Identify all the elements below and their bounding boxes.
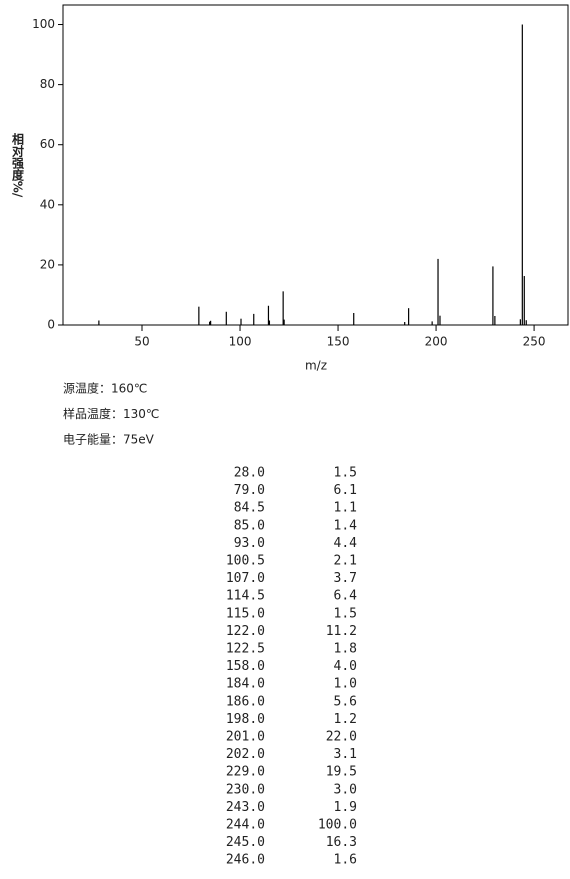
intensity-cell: 4.4 bbox=[334, 536, 358, 551]
intensity-cell: 11.2 bbox=[326, 624, 357, 639]
x-tick-label: 200 bbox=[425, 335, 448, 349]
x-axis-label: m/z bbox=[305, 359, 327, 373]
condition: 样品温度：130℃ bbox=[63, 406, 159, 421]
intensity-cell: 1.8 bbox=[334, 642, 357, 657]
intensity-cell: 5.6 bbox=[334, 694, 357, 709]
intensity-cell: 3.1 bbox=[334, 747, 357, 762]
x-tick-label: 150 bbox=[327, 335, 350, 349]
mz-cell: 202.0 bbox=[226, 747, 265, 762]
y-tick-label: 40 bbox=[40, 197, 55, 211]
plot-frame bbox=[62, 4, 569, 326]
y-axis-label-text: 相对强度%/ bbox=[11, 131, 25, 197]
intensity-cell: 4.0 bbox=[334, 659, 357, 674]
intensity-cell: 1.4 bbox=[334, 518, 358, 533]
mz-cell: 79.0 bbox=[234, 483, 265, 498]
intensity-cell: 16.3 bbox=[326, 835, 357, 850]
mz-cell: 122.0 bbox=[226, 624, 265, 639]
mz-cell: 186.0 bbox=[226, 694, 265, 709]
mz-cell: 28.0 bbox=[234, 466, 265, 481]
mz-cell: 100.5 bbox=[226, 554, 265, 569]
intensity-cell: 1.1 bbox=[334, 501, 357, 516]
y-tick-label: 100 bbox=[32, 17, 55, 31]
mz-cell: 230.0 bbox=[226, 782, 265, 797]
intensity-cell: 1.2 bbox=[334, 712, 357, 727]
mz-cell: 85.0 bbox=[234, 518, 265, 533]
mz-cell: 122.5 bbox=[226, 642, 265, 657]
intensity-cell: 1.5 bbox=[334, 466, 357, 481]
x-tick-label: 250 bbox=[523, 335, 546, 349]
intensity-cell: 2.1 bbox=[334, 554, 357, 569]
y-tick-label: 20 bbox=[40, 257, 55, 271]
y-tick-label: 80 bbox=[40, 77, 55, 91]
y-tick-label: 0 bbox=[47, 318, 55, 332]
mz-cell: 245.0 bbox=[226, 835, 265, 850]
intensity-cell: 100.0 bbox=[318, 818, 357, 833]
mz-cell: 84.5 bbox=[234, 501, 265, 516]
mz-cell: 93.0 bbox=[234, 536, 265, 551]
mz-cell: 243.0 bbox=[226, 800, 265, 815]
mz-cell: 115.0 bbox=[226, 606, 265, 621]
mz-cell: 201.0 bbox=[226, 730, 265, 745]
intensity-cell: 3.7 bbox=[334, 571, 357, 586]
intensity-cell: 1.9 bbox=[334, 800, 357, 815]
y-tick-label: 60 bbox=[40, 137, 55, 151]
mz-cell: 184.0 bbox=[226, 677, 265, 692]
mz-cell: 244.0 bbox=[226, 818, 265, 833]
intensity-cell: 1.6 bbox=[334, 853, 357, 868]
intensity-cell: 19.5 bbox=[326, 765, 357, 780]
intensity-cell: 3.0 bbox=[334, 782, 357, 797]
intensity-cell: 6.1 bbox=[334, 483, 357, 498]
mz-cell: 246.0 bbox=[226, 853, 265, 868]
mz-cell: 198.0 bbox=[226, 712, 265, 727]
mz-cell: 114.5 bbox=[226, 589, 265, 604]
x-tick-label: 100 bbox=[229, 335, 252, 349]
intensity-cell: 22.0 bbox=[326, 730, 357, 745]
condition: 电子能量：75eV bbox=[63, 433, 155, 447]
mz-cell: 229.0 bbox=[226, 765, 265, 780]
condition: 源温度：160℃ bbox=[63, 381, 147, 396]
x-tick-label: 50 bbox=[134, 335, 149, 349]
y-axis-label: 相对强度%/ bbox=[11, 131, 25, 197]
intensity-cell: 1.5 bbox=[334, 606, 357, 621]
mz-cell: 107.0 bbox=[226, 571, 265, 586]
mz-cell: 158.0 bbox=[226, 659, 265, 674]
intensity-cell: 1.0 bbox=[334, 677, 357, 692]
intensity-cell: 6.4 bbox=[334, 589, 358, 604]
